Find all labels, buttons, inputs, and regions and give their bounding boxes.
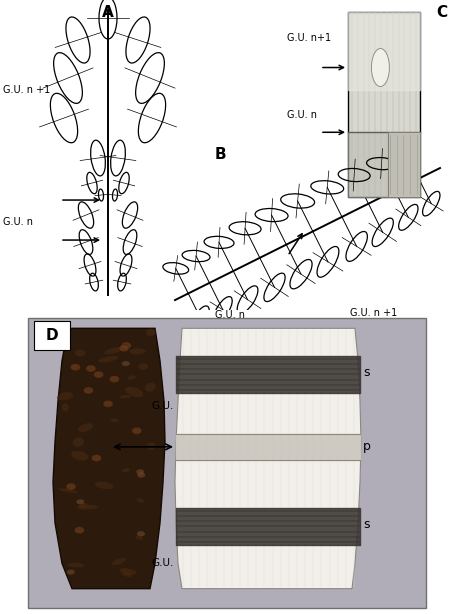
Ellipse shape xyxy=(76,499,84,504)
Text: G.U.: G.U. xyxy=(152,558,174,569)
Ellipse shape xyxy=(122,572,132,577)
Ellipse shape xyxy=(104,347,123,354)
Ellipse shape xyxy=(137,531,145,536)
Text: G.U. n +1: G.U. n +1 xyxy=(350,308,397,318)
Text: p: p xyxy=(363,440,371,453)
Text: G.U. n: G.U. n xyxy=(287,110,317,120)
Ellipse shape xyxy=(78,423,93,432)
Ellipse shape xyxy=(121,342,131,349)
Ellipse shape xyxy=(86,365,96,372)
Ellipse shape xyxy=(135,535,143,540)
Ellipse shape xyxy=(137,499,144,503)
Ellipse shape xyxy=(138,363,148,370)
FancyBboxPatch shape xyxy=(34,321,70,349)
Ellipse shape xyxy=(109,376,119,383)
Ellipse shape xyxy=(119,395,131,398)
Ellipse shape xyxy=(75,349,85,357)
Ellipse shape xyxy=(79,503,87,508)
Bar xyxy=(28,318,426,608)
Ellipse shape xyxy=(119,344,129,352)
Text: s: s xyxy=(363,518,369,531)
Ellipse shape xyxy=(66,483,76,490)
Ellipse shape xyxy=(83,387,94,394)
Ellipse shape xyxy=(137,473,145,478)
Ellipse shape xyxy=(94,371,104,378)
Ellipse shape xyxy=(62,403,69,411)
Ellipse shape xyxy=(147,443,155,450)
Ellipse shape xyxy=(112,558,126,565)
Text: D: D xyxy=(46,328,58,343)
Ellipse shape xyxy=(77,505,98,510)
Text: C: C xyxy=(436,5,447,20)
Ellipse shape xyxy=(58,488,78,493)
Polygon shape xyxy=(53,328,165,589)
Ellipse shape xyxy=(129,348,146,354)
Text: G.U. n +1: G.U. n +1 xyxy=(3,85,50,95)
Text: G.U. n: G.U. n xyxy=(215,310,245,320)
Ellipse shape xyxy=(95,481,113,489)
Text: B: B xyxy=(215,147,227,162)
Polygon shape xyxy=(387,132,420,197)
Ellipse shape xyxy=(70,363,81,371)
Ellipse shape xyxy=(110,418,119,422)
Ellipse shape xyxy=(103,400,113,408)
Text: A: A xyxy=(102,5,114,20)
Text: G.U. n+1: G.U. n+1 xyxy=(287,33,331,43)
Ellipse shape xyxy=(73,438,84,447)
Polygon shape xyxy=(175,328,361,589)
Ellipse shape xyxy=(125,387,144,397)
Ellipse shape xyxy=(68,563,85,567)
Ellipse shape xyxy=(132,427,142,434)
Ellipse shape xyxy=(371,49,389,87)
Bar xyxy=(348,12,420,197)
Ellipse shape xyxy=(122,468,130,472)
Ellipse shape xyxy=(128,375,135,380)
Text: s: s xyxy=(363,367,369,379)
Ellipse shape xyxy=(98,356,118,362)
Ellipse shape xyxy=(145,383,156,392)
Ellipse shape xyxy=(71,451,88,460)
Ellipse shape xyxy=(91,454,101,462)
Ellipse shape xyxy=(136,469,144,474)
Ellipse shape xyxy=(122,361,130,366)
Ellipse shape xyxy=(119,568,137,574)
Text: G.U.: G.U. xyxy=(152,402,174,411)
Ellipse shape xyxy=(74,527,85,534)
Ellipse shape xyxy=(57,392,73,400)
Ellipse shape xyxy=(146,328,156,336)
Ellipse shape xyxy=(67,570,75,575)
Text: G.U. n: G.U. n xyxy=(3,217,33,227)
